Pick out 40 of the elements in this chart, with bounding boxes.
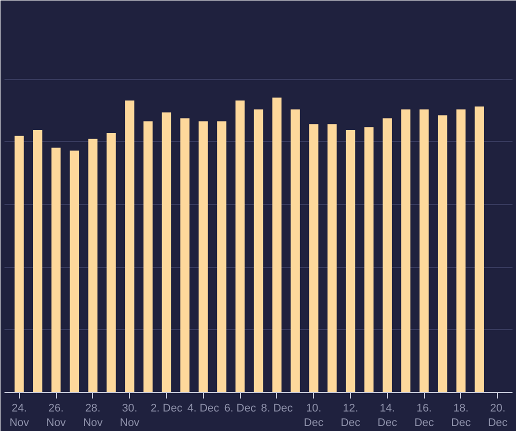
bar	[290, 109, 300, 392]
bar	[272, 98, 282, 392]
bar	[70, 150, 80, 392]
bar	[309, 124, 318, 392]
bar	[162, 112, 172, 392]
bar	[420, 109, 429, 392]
x-tick-label: 14. Dec	[378, 402, 398, 429]
bar	[254, 109, 264, 392]
bar	[382, 118, 392, 392]
x-tick-label: 2. Dec	[150, 402, 183, 414]
bar	[346, 130, 356, 392]
bar	[217, 121, 226, 392]
bar	[401, 109, 410, 392]
x-tick-label: 18. Dec	[451, 402, 472, 429]
bar	[198, 121, 208, 392]
x-tick-label: 6. Dec	[224, 402, 256, 414]
bar	[33, 130, 42, 392]
bar	[438, 115, 448, 392]
bar	[364, 127, 374, 392]
bar	[328, 124, 337, 392]
x-tick-label: 10. Dec	[304, 402, 324, 429]
bar	[180, 118, 190, 392]
x-tick-label: 4. Dec	[187, 402, 220, 414]
x-tick-label: 12. Dec	[340, 402, 361, 429]
bar	[88, 138, 98, 392]
x-tick-label: 28. Nov	[83, 402, 104, 429]
bar	[14, 136, 24, 392]
bar	[106, 132, 116, 392]
bar	[125, 100, 134, 392]
x-tick-label: 20. Dec	[488, 402, 508, 429]
x-tick-label: 30. Nov	[120, 402, 140, 429]
bar	[143, 121, 153, 392]
x-tick-label: 26. Nov	[46, 402, 66, 429]
x-tick-label: 8. Dec	[261, 402, 294, 414]
x-tick-label: 16. Dec	[414, 402, 434, 429]
bar	[235, 100, 245, 392]
bar	[51, 148, 61, 392]
x-tick-label: 24. Nov	[9, 402, 30, 429]
bar	[474, 106, 484, 392]
bar	[456, 109, 466, 392]
